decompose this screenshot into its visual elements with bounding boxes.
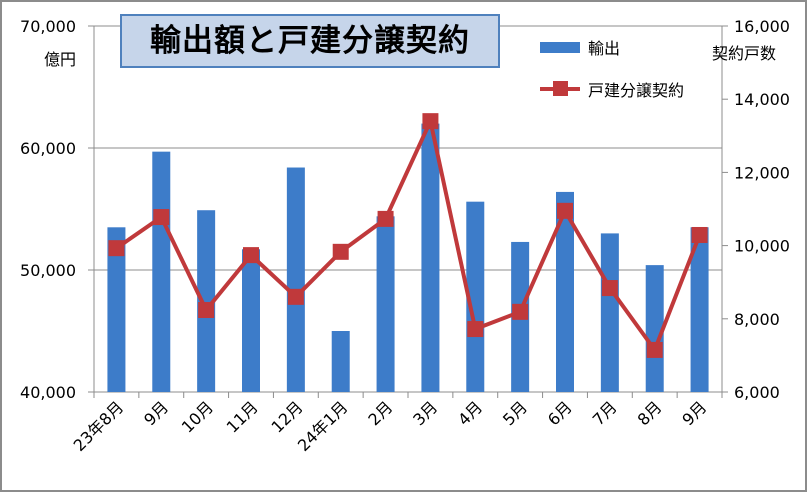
bar-exports bbox=[645, 265, 664, 392]
x-tick-label: 2月 bbox=[364, 397, 396, 429]
right-axis-unit: 契約戸数 bbox=[712, 44, 777, 63]
marker-contracts bbox=[198, 302, 215, 319]
bar-exports bbox=[331, 331, 350, 392]
marker-contracts bbox=[287, 288, 304, 305]
bar-exports bbox=[107, 227, 126, 392]
bar-exports bbox=[690, 227, 709, 392]
x-tick-label: 7月 bbox=[589, 397, 621, 429]
marker-contracts bbox=[243, 247, 259, 264]
right-tick-label: 8,000 bbox=[734, 310, 780, 329]
marker-contracts bbox=[467, 321, 484, 338]
bar-exports bbox=[556, 191, 574, 392]
left-tick-label: 40,000 bbox=[20, 383, 76, 402]
x-tick-label: 3月 bbox=[409, 397, 441, 429]
bar-exports bbox=[242, 249, 260, 392]
bar-exports bbox=[421, 123, 440, 392]
right-tick-label: 10,000 bbox=[734, 237, 790, 256]
right-tick-label: 6,000 bbox=[734, 383, 780, 402]
x-tick-label: 10月 bbox=[178, 397, 217, 436]
right-tick-label: 14,000 bbox=[734, 90, 790, 109]
bar-exports bbox=[600, 233, 619, 392]
marker-contracts bbox=[332, 243, 349, 260]
left-tick-label: 70,000 bbox=[20, 17, 76, 36]
x-tick-label: 23年8月 bbox=[70, 397, 128, 455]
legend-item-contracts: 戸建分譲契約 bbox=[540, 74, 684, 104]
x-tick-label: 6月 bbox=[544, 397, 576, 429]
bar-exports bbox=[466, 201, 485, 392]
chart-title: 輸出額と戸建分譲契約 bbox=[120, 14, 500, 68]
bar-exports bbox=[286, 167, 305, 392]
marker-contracts bbox=[377, 210, 394, 227]
line-contracts bbox=[115, 114, 702, 355]
legend-label: 輸出 bbox=[588, 39, 621, 58]
x-tick-label: 8月 bbox=[634, 397, 666, 429]
marker-contracts bbox=[108, 240, 125, 257]
bar-exports bbox=[197, 210, 216, 392]
legend: 輸出 戸建分譲契約 bbox=[540, 32, 684, 116]
x-tick-label: 11月 bbox=[223, 397, 262, 436]
x-tick-label: 9月 bbox=[678, 397, 710, 429]
left-axis-unit: 億円 bbox=[44, 50, 77, 69]
legend-bar-swatch bbox=[540, 41, 580, 53]
legend-line-swatch bbox=[540, 81, 580, 96]
marker-contracts bbox=[691, 226, 708, 243]
x-tick-label: 4月 bbox=[454, 397, 486, 429]
marker-contracts bbox=[512, 303, 529, 320]
left-tick-label: 50,000 bbox=[20, 261, 76, 280]
x-tick-label: 24年1月 bbox=[294, 397, 352, 455]
bar-exports bbox=[376, 216, 395, 392]
legend-item-exports: 輸出 bbox=[540, 32, 684, 62]
marker-contracts bbox=[557, 202, 573, 219]
marker-contracts bbox=[646, 341, 663, 358]
marker-contracts bbox=[601, 280, 618, 297]
right-tick-label: 12,000 bbox=[734, 163, 790, 182]
x-tick-label: 9月 bbox=[140, 397, 172, 429]
right-tick-label: 16,000 bbox=[734, 17, 790, 36]
x-tick-label: 5月 bbox=[499, 397, 531, 429]
left-tick-label: 60,000 bbox=[20, 139, 76, 158]
marker-contracts bbox=[153, 209, 170, 226]
legend-label: 戸建分譲契約 bbox=[588, 81, 685, 100]
bar-exports bbox=[152, 151, 171, 392]
x-tick-label: 12月 bbox=[268, 397, 307, 436]
marker-contracts bbox=[422, 113, 439, 130]
